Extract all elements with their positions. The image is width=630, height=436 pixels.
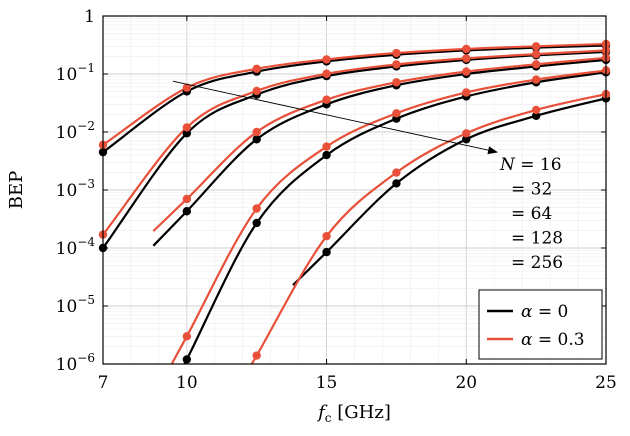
data-point-n128-alpha-0 [252,218,261,228]
data-point-n256-alpha-0 [531,111,541,121]
y-tick-label: 1 [84,7,95,27]
data-point-n128-alpha-0p3 [252,204,261,213]
data-point-n16-alpha-0p3 [182,83,192,92]
data-point-n16-alpha-0p3 [392,48,401,58]
data-point-n256-alpha-0 [322,247,331,257]
legend: α = 0 α = 0.3 [478,289,603,360]
data-point-n64-alpha-0p3 [252,127,261,137]
data-point-n128-alpha-0p3 [531,75,541,84]
series-line-n128-alpha-0p3 [170,69,606,364]
y-tick-label: 10−4 [56,235,96,259]
y-tick-label: 10−3 [56,177,95,201]
data-point-n64-alpha-0 [182,207,192,216]
legend-label: α = 0.3 [521,330,585,350]
data-point-n64-alpha-0 [252,135,261,144]
annotation-n-value: = 128 [511,229,563,249]
data-point-n16-alpha-0p3 [462,44,471,54]
x-tick-label: 7 [98,373,109,393]
data-point-n64-alpha-0p3 [182,194,192,204]
y-tick-label: 10−6 [56,351,95,375]
y-tick-label: 10−5 [56,293,95,317]
data-point-n128-alpha-0 [322,150,331,160]
data-point-n128-alpha-0p3 [322,142,331,151]
annotation-n-value: = 32 [511,180,552,200]
data-point-n256-alpha-0p3 [531,105,541,115]
data-point-n256-alpha-0p3 [462,129,471,138]
data-point-n32-alpha-0p3 [252,86,261,96]
series-line-n64-alpha-0p3 [152,56,606,232]
data-point-n256-alpha-0p3 [252,351,261,360]
x-tick-label: 15 [316,373,338,393]
data-point-n256-alpha-0 [462,135,471,144]
annotation-n-value: = 256 [511,253,563,273]
axis-labels: fc [GHz] BEP [6,171,391,425]
annotation: N = 16 = 32 = 64 = 128 = 256 [172,80,563,273]
y-axis-label: BEP [6,171,27,209]
data-point-n64-alpha-0p3 [392,78,401,87]
annotation-n-value: N = 16 [499,155,562,175]
data-point-n32-alpha-0p3 [182,123,192,132]
series-line-n128-alpha-0 [183,71,606,364]
legend-box [478,289,603,360]
n-direction-arrow [172,80,498,155]
legend-label: α = 0 [521,302,568,322]
data-point-n128-alpha-0p3 [182,332,192,341]
data-point-n256-alpha-0 [392,179,401,188]
data-point-n32-alpha-0p3 [462,54,471,63]
x-tick-label: 25 [595,373,617,393]
x-tick-label: 20 [455,373,477,393]
data-point-n64-alpha-0p3 [531,60,541,69]
annotation-n-value: = 64 [511,204,552,224]
data-point-n128-alpha-0p3 [462,88,471,97]
x-axis-label: fc [GHz] [316,402,391,425]
y-tick-label: 10−2 [56,119,95,143]
data-point-n16-alpha-0p3 [322,55,331,64]
data-point-n32-alpha-0p3 [322,69,331,78]
data-point-n32-alpha-0 [182,129,192,138]
y-tick-label: 10−1 [56,61,95,85]
data-point-n64-alpha-0p3 [462,67,471,76]
data-point-n16-alpha-0p3 [252,64,261,73]
data-point-n32-alpha-0p3 [531,49,541,59]
x-tick-label: 10 [176,373,198,393]
data-point-n32-alpha-0p3 [392,60,401,69]
data-point-n64-alpha-0p3 [322,95,331,104]
data-point-n128-alpha-0p3 [392,109,401,118]
data-point-n256-alpha-0p3 [322,231,331,241]
data-point-n256-alpha-0p3 [392,168,401,177]
marker-layer [98,39,611,364]
series-line-n64-alpha-0 [152,58,606,247]
data-point-n16-alpha-0p3 [531,42,541,51]
